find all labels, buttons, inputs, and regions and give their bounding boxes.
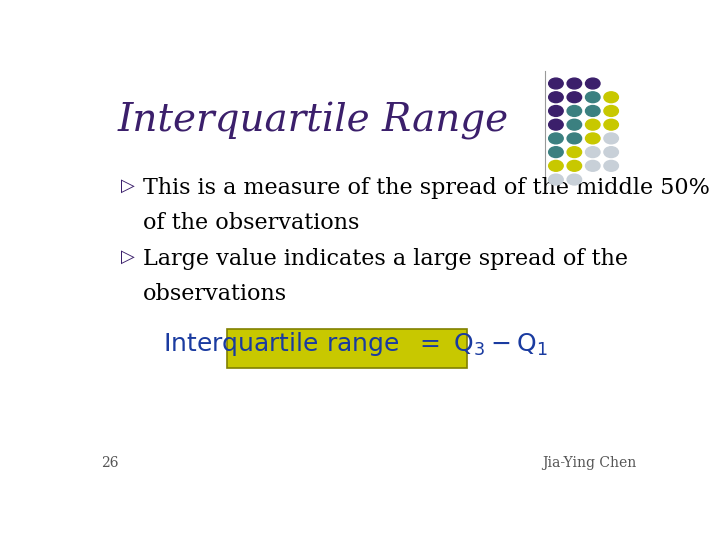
Circle shape [567,92,582,103]
Circle shape [604,119,618,130]
Circle shape [604,105,618,116]
Circle shape [549,147,563,158]
FancyBboxPatch shape [227,329,467,368]
Circle shape [567,133,582,144]
Circle shape [585,78,600,89]
Text: Jia-Ying Chen: Jia-Ying Chen [543,456,637,470]
Text: This is a measure of the spread of the middle 50%: This is a measure of the spread of the m… [143,177,710,199]
Circle shape [567,147,582,158]
Text: of the observations: of the observations [143,212,359,234]
Circle shape [567,78,582,89]
Circle shape [585,105,600,116]
Text: $\mathrm{Interquartile\ range\ \ =\ Q_3 - Q_1}$: $\mathrm{Interquartile\ range\ \ =\ Q_3 … [163,330,547,359]
Text: Large value indicates a large spread of the: Large value indicates a large spread of … [143,248,628,270]
Circle shape [549,92,563,103]
Text: observations: observations [143,283,287,305]
Circle shape [604,92,618,103]
Circle shape [549,119,563,130]
Text: ▷: ▷ [121,248,135,266]
Circle shape [567,160,582,171]
Circle shape [604,160,618,171]
Circle shape [549,174,563,185]
Circle shape [549,133,563,144]
Circle shape [567,105,582,116]
Circle shape [567,174,582,185]
Circle shape [567,119,582,130]
Circle shape [604,133,618,144]
Circle shape [549,105,563,116]
Circle shape [585,92,600,103]
Circle shape [585,160,600,171]
Text: Interquartile Range: Interquartile Range [118,102,509,140]
Circle shape [549,78,563,89]
Text: ▷: ▷ [121,177,135,195]
Text: 26: 26 [101,456,119,470]
Circle shape [549,160,563,171]
Circle shape [585,147,600,158]
Circle shape [585,119,600,130]
Circle shape [585,133,600,144]
Circle shape [604,147,618,158]
